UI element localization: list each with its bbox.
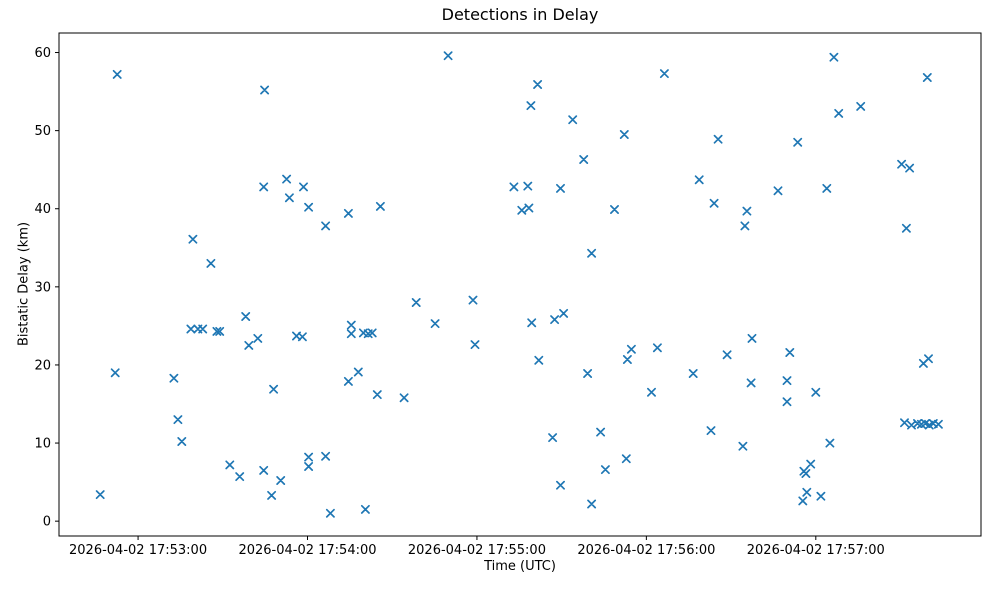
scatter-points: [95, 51, 943, 518]
chart-title: Detections in Delay: [441, 5, 599, 24]
x-tick-label: 2026-04-02 17:55:00: [408, 543, 546, 558]
x-tick-label: 2026-04-02 17:56:00: [577, 543, 715, 558]
y-tick-label: 20: [34, 358, 51, 373]
y-tick-label: 0: [43, 515, 51, 530]
y-tick-label: 60: [34, 46, 51, 61]
y-tick-label: 10: [34, 437, 51, 452]
x-axis-label: Time (UTC): [484, 559, 556, 574]
y-tick-label: 50: [34, 124, 51, 139]
axes-frame: [58, 32, 982, 537]
y-tick-label: 30: [34, 280, 51, 295]
x-tick-label: 2026-04-02 17:57:00: [747, 543, 885, 558]
x-tick-label: 2026-04-02 17:53:00: [69, 543, 207, 558]
y-tick-label: 40: [34, 202, 51, 217]
x-tick-label: 2026-04-02 17:54:00: [238, 543, 376, 558]
